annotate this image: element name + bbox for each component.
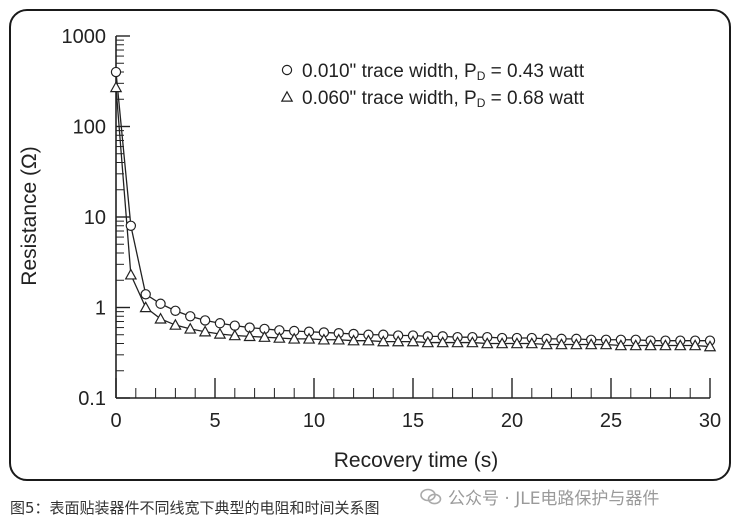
data-point-triangle xyxy=(302,332,316,344)
chart-axes: 0.1 1 10 100 1000 0 5 10 15 20 25 30 xyxy=(62,26,722,432)
x-axis-label: Recovery time (s) xyxy=(334,449,499,472)
data-point-triangle xyxy=(332,333,345,345)
data-point-triangle xyxy=(391,335,405,347)
data-point-circle xyxy=(199,315,211,326)
data-point-triangle xyxy=(510,337,524,349)
data-point-triangle xyxy=(198,325,212,337)
watermark: 公众号 · JLE电路保护与器件 xyxy=(420,484,659,509)
x-tick-label: 10 xyxy=(303,410,325,432)
data-point-triangle xyxy=(258,330,271,342)
data-point-circle xyxy=(110,66,122,78)
data-point-triangle xyxy=(525,337,539,349)
data-point-triangle xyxy=(584,338,598,350)
chart-frame xyxy=(9,9,731,481)
figure-caption: 图5：表面贴装器件不同线宽下典型的电阻和时间关系图 xyxy=(10,499,380,517)
data-point-triangle xyxy=(406,335,420,347)
x-tick-label: 30 xyxy=(699,410,721,432)
data-point-triangle xyxy=(555,338,568,350)
data-point-triangle xyxy=(169,318,182,330)
chart-legend: 0.010" trace width, PD = 0.43 watt 0.060"… xyxy=(280,61,585,110)
data-point-triangle xyxy=(124,268,138,280)
y-tick-label: 0.1 xyxy=(78,388,106,410)
data-point-triangle xyxy=(273,331,286,343)
data-point-triangle xyxy=(184,322,197,334)
data-point-triangle xyxy=(287,332,301,344)
data-point-triangle xyxy=(703,340,717,352)
data-point-circle xyxy=(155,298,166,309)
legend-label: 0.060" trace width, PD = 0.68 watt xyxy=(302,88,585,110)
data-point-triangle xyxy=(629,339,642,351)
data-point-circle xyxy=(140,289,151,300)
series-line-circle xyxy=(115,71,710,342)
data-point-triangle xyxy=(109,81,123,93)
x-tick-label: 5 xyxy=(209,410,220,432)
x-tick-label: 20 xyxy=(501,410,523,432)
x-tick-label: 0 xyxy=(110,410,121,432)
x-tick-label: 15 xyxy=(402,410,424,432)
data-point-triangle xyxy=(243,329,256,342)
legend-label: 0.010" trace width, PD = 0.43 watt xyxy=(302,61,585,83)
y-tick-label: 1000 xyxy=(62,26,107,48)
data-point-triangle xyxy=(599,338,613,350)
data-point-triangle xyxy=(495,337,509,349)
legend-marker-triangle xyxy=(280,90,294,102)
data-point-triangle xyxy=(436,336,449,348)
data-point-circle xyxy=(125,220,137,231)
data-point-triangle xyxy=(317,333,331,345)
data-point-triangle xyxy=(481,337,494,349)
data-point-triangle xyxy=(213,327,227,339)
data-point-triangle xyxy=(570,338,583,350)
data-point-triangle xyxy=(466,336,479,348)
x-tick-label: 25 xyxy=(600,410,622,432)
data-point-triangle xyxy=(644,339,657,351)
data-point-triangle xyxy=(228,329,242,341)
data-point-triangle xyxy=(614,339,628,351)
data-point-triangle xyxy=(659,339,672,351)
data-point-triangle xyxy=(674,339,687,351)
series-lines xyxy=(115,71,711,348)
data-point-triangle xyxy=(688,339,702,351)
data-point-triangle xyxy=(451,336,464,348)
data-point-circle xyxy=(229,320,240,331)
watermark-text: 公众号 · JLE电路保护与器件 xyxy=(448,489,660,509)
legend-marker-circle xyxy=(281,64,293,76)
series-line-triangle xyxy=(115,87,711,348)
wechat-icon xyxy=(420,488,442,504)
y-tick-label: 1 xyxy=(95,298,106,320)
data-point-triangle xyxy=(347,334,360,346)
data-point-triangle xyxy=(421,336,435,348)
y-tick-label: 100 xyxy=(73,117,106,139)
data-point-triangle xyxy=(362,334,375,346)
data-point-circle xyxy=(185,311,196,322)
data-point-circle xyxy=(170,305,181,316)
data-point-triangle xyxy=(377,335,390,347)
data-point-triangle xyxy=(154,312,167,324)
data-point-triangle xyxy=(540,338,553,350)
data-point-triangle xyxy=(139,301,152,313)
y-tick-label: 10 xyxy=(84,207,106,229)
y-axis-label: Resistance (Ω) xyxy=(18,146,41,285)
series-markers xyxy=(109,66,717,352)
data-point-circle xyxy=(214,318,226,329)
